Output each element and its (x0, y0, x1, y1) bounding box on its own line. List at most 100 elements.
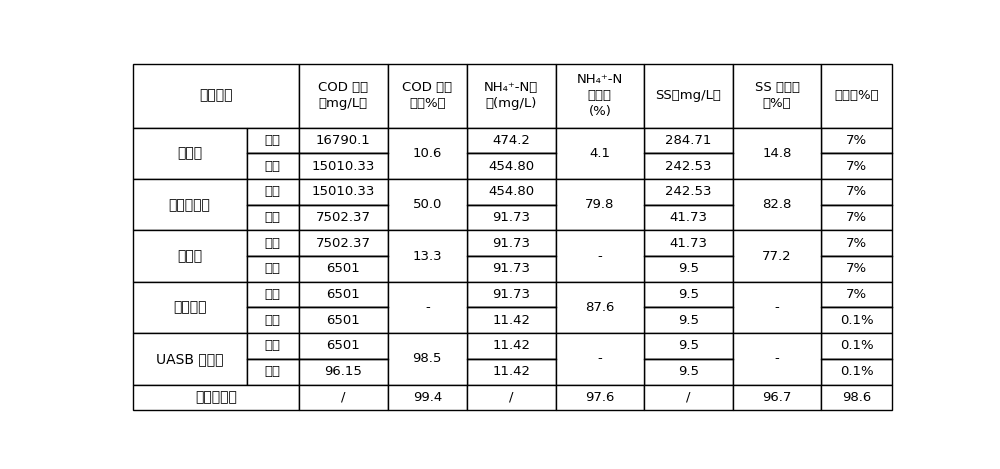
Bar (247, 359, 299, 385)
Bar (467, 256, 556, 282)
Text: 242.53: 242.53 (665, 185, 712, 198)
Bar (556, 230, 644, 282)
Bar (467, 230, 556, 256)
Text: 91.73: 91.73 (492, 211, 530, 224)
Bar (299, 282, 388, 308)
Text: 7%: 7% (846, 237, 867, 250)
Bar (247, 282, 299, 308)
Text: 15010.33: 15010.33 (312, 160, 375, 173)
Text: 进水: 进水 (265, 340, 281, 353)
Bar (247, 256, 299, 282)
Text: 7%: 7% (846, 160, 867, 173)
Text: 6501: 6501 (326, 288, 360, 301)
Bar (644, 256, 733, 282)
Text: 9.5: 9.5 (678, 340, 699, 353)
Text: -: - (425, 301, 430, 314)
Bar (467, 63, 556, 128)
Bar (821, 179, 892, 205)
Text: 7%: 7% (846, 211, 867, 224)
Bar (644, 205, 733, 230)
Bar (247, 230, 299, 256)
Text: 79.8: 79.8 (585, 198, 615, 211)
Bar (299, 179, 388, 205)
Bar (133, 63, 299, 128)
Text: NH₄⁺-N
去除率
(%): NH₄⁺-N 去除率 (%) (577, 73, 623, 118)
Text: 循环反应池: 循环反应池 (169, 198, 211, 212)
Bar (247, 179, 299, 205)
Text: 91.73: 91.73 (492, 288, 530, 301)
Bar (644, 63, 733, 128)
Bar (821, 308, 892, 333)
Bar (644, 179, 733, 205)
Bar (467, 179, 556, 205)
Bar (388, 282, 467, 333)
Bar (299, 63, 388, 128)
Text: 41.73: 41.73 (669, 237, 707, 250)
Text: 96.7: 96.7 (762, 391, 792, 404)
Bar (556, 333, 644, 385)
Text: /: / (341, 391, 346, 404)
Bar (299, 333, 388, 359)
Bar (247, 128, 299, 153)
Text: 出水: 出水 (265, 211, 281, 224)
Text: 进水: 进水 (265, 237, 281, 250)
Text: 98.6: 98.6 (842, 391, 871, 404)
Bar (821, 385, 892, 410)
Text: 进水: 进水 (265, 134, 281, 147)
Text: 11.42: 11.42 (492, 365, 530, 378)
Text: 7%: 7% (846, 134, 867, 147)
Bar (556, 385, 644, 410)
Bar (733, 63, 821, 128)
Bar (644, 282, 733, 308)
Bar (821, 333, 892, 359)
Text: 91.73: 91.73 (492, 263, 530, 275)
Text: /: / (686, 391, 691, 404)
Text: 82.8: 82.8 (762, 198, 792, 211)
Text: 9.5: 9.5 (678, 365, 699, 378)
Text: 6501: 6501 (326, 314, 360, 327)
Bar (821, 230, 892, 256)
Bar (467, 333, 556, 359)
Bar (556, 63, 644, 128)
Bar (467, 282, 556, 308)
Text: SS 去除率
（%）: SS 去除率 （%） (755, 81, 800, 110)
Bar (644, 333, 733, 359)
Text: NH₄⁺-N浓
度(mg/L): NH₄⁺-N浓 度(mg/L) (484, 81, 538, 110)
Bar (299, 230, 388, 256)
Bar (467, 308, 556, 333)
Text: 6501: 6501 (326, 340, 360, 353)
Text: 6501: 6501 (326, 263, 360, 275)
Text: 14.8: 14.8 (762, 147, 792, 160)
Bar (733, 230, 821, 282)
Text: 98.5: 98.5 (413, 352, 442, 365)
Bar (133, 230, 247, 282)
Bar (299, 385, 388, 410)
Bar (821, 205, 892, 230)
Bar (644, 128, 733, 153)
Bar (388, 128, 467, 179)
Bar (388, 179, 467, 230)
Bar (388, 333, 467, 385)
Bar (733, 282, 821, 333)
Text: 77.2: 77.2 (762, 250, 792, 263)
Bar (733, 179, 821, 230)
Text: 242.53: 242.53 (665, 160, 712, 173)
Bar (733, 385, 821, 410)
Text: 474.2: 474.2 (492, 134, 530, 147)
Bar (467, 128, 556, 153)
Text: 电渗析器: 电渗析器 (173, 301, 206, 315)
Bar (644, 308, 733, 333)
Bar (733, 333, 821, 385)
Bar (644, 153, 733, 179)
Bar (467, 205, 556, 230)
Bar (299, 308, 388, 333)
Bar (556, 128, 644, 179)
Text: 7%: 7% (846, 288, 867, 301)
Text: COD 浓度
（mg/L）: COD 浓度 （mg/L） (318, 81, 368, 110)
Bar (821, 359, 892, 385)
Text: 7%: 7% (846, 263, 867, 275)
Bar (247, 153, 299, 179)
Text: 9.5: 9.5 (678, 263, 699, 275)
Text: 41.73: 41.73 (669, 211, 707, 224)
Bar (133, 385, 299, 410)
